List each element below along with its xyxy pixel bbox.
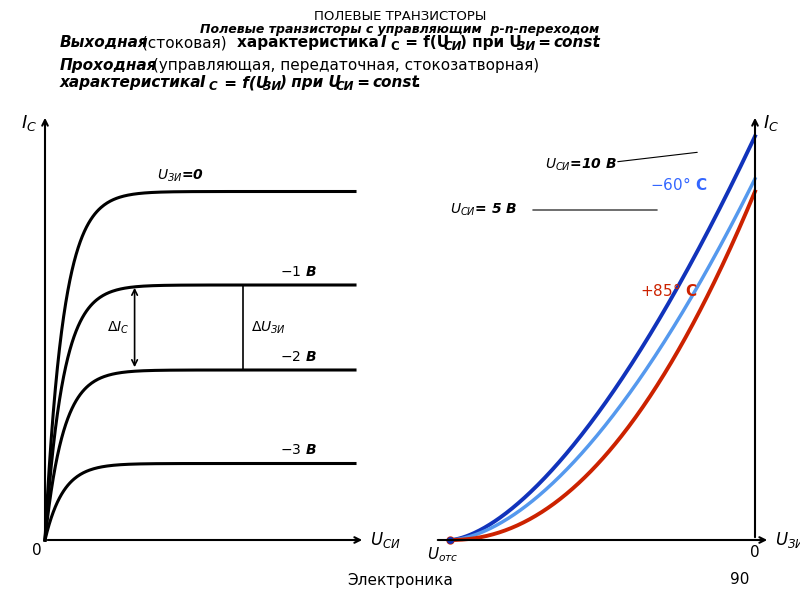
Text: I: I xyxy=(200,75,206,90)
Text: Полевые транзисторы с управляющим  p-n-переходом: Полевые транзисторы с управляющим p-n-пе… xyxy=(200,23,600,36)
Text: $I_C$: $I_C$ xyxy=(763,113,779,133)
Text: $U_{отс}$: $U_{отс}$ xyxy=(427,545,459,564)
Text: .: . xyxy=(595,35,601,50)
Text: C: C xyxy=(209,80,218,93)
Text: Проходная: Проходная xyxy=(60,58,158,73)
Text: = f(U: = f(U xyxy=(400,35,449,50)
Text: ) при U: ) при U xyxy=(279,75,341,90)
Text: 0: 0 xyxy=(750,545,760,560)
Text: $-2$ В: $-2$ В xyxy=(280,350,317,364)
Text: ЗИ: ЗИ xyxy=(517,40,535,53)
Text: ЗИ: ЗИ xyxy=(263,80,282,93)
Text: $-60°$ С: $-60°$ С xyxy=(650,176,707,193)
Text: Выходная: Выходная xyxy=(60,35,149,50)
Text: Электроника: Электроника xyxy=(347,572,453,587)
Text: const: const xyxy=(553,35,600,50)
Text: const: const xyxy=(372,75,418,90)
Text: C: C xyxy=(390,40,398,53)
Text: СИ: СИ xyxy=(336,80,354,93)
Text: $U_{ЗИ}$: $U_{ЗИ}$ xyxy=(775,530,800,550)
Text: $-1$ В: $-1$ В xyxy=(280,265,317,279)
Text: I: I xyxy=(381,35,386,50)
Text: $U_{СИ}$= 5 В: $U_{СИ}$= 5 В xyxy=(450,202,518,218)
Text: =: = xyxy=(352,75,375,90)
Text: характеристика: характеристика xyxy=(237,35,384,50)
Text: $-3$ В: $-3$ В xyxy=(280,443,317,457)
Text: (управляющая, передаточная, стокозатворная): (управляющая, передаточная, стокозатворн… xyxy=(148,58,539,73)
Text: $U_{СИ}$=10 В: $U_{СИ}$=10 В xyxy=(545,157,617,173)
Text: .: . xyxy=(414,75,420,90)
Text: СИ: СИ xyxy=(444,40,462,53)
Text: = f(U: = f(U xyxy=(219,75,268,90)
Text: $\Delta I_C$: $\Delta I_C$ xyxy=(107,319,130,335)
Text: $U_{ЗИ}$=0: $U_{ЗИ}$=0 xyxy=(157,167,204,184)
Text: $I_C$: $I_C$ xyxy=(21,113,37,133)
Text: ПОЛЕВЫЕ ТРАНЗИСТОРЫ: ПОЛЕВЫЕ ТРАНЗИСТОРЫ xyxy=(314,10,486,23)
Text: =: = xyxy=(533,35,556,50)
Text: (стоковая): (стоковая) xyxy=(137,35,231,50)
Text: $\Delta U_{ЗИ}$: $\Delta U_{ЗИ}$ xyxy=(251,319,286,335)
Text: 90: 90 xyxy=(730,572,750,587)
Text: $+85°$ С: $+85°$ С xyxy=(640,281,698,298)
Text: 0: 0 xyxy=(32,543,42,558)
Text: $U_{СИ}$: $U_{СИ}$ xyxy=(370,530,401,550)
Text: ) при U: ) при U xyxy=(460,35,522,50)
Text: характеристика: характеристика xyxy=(60,75,206,90)
